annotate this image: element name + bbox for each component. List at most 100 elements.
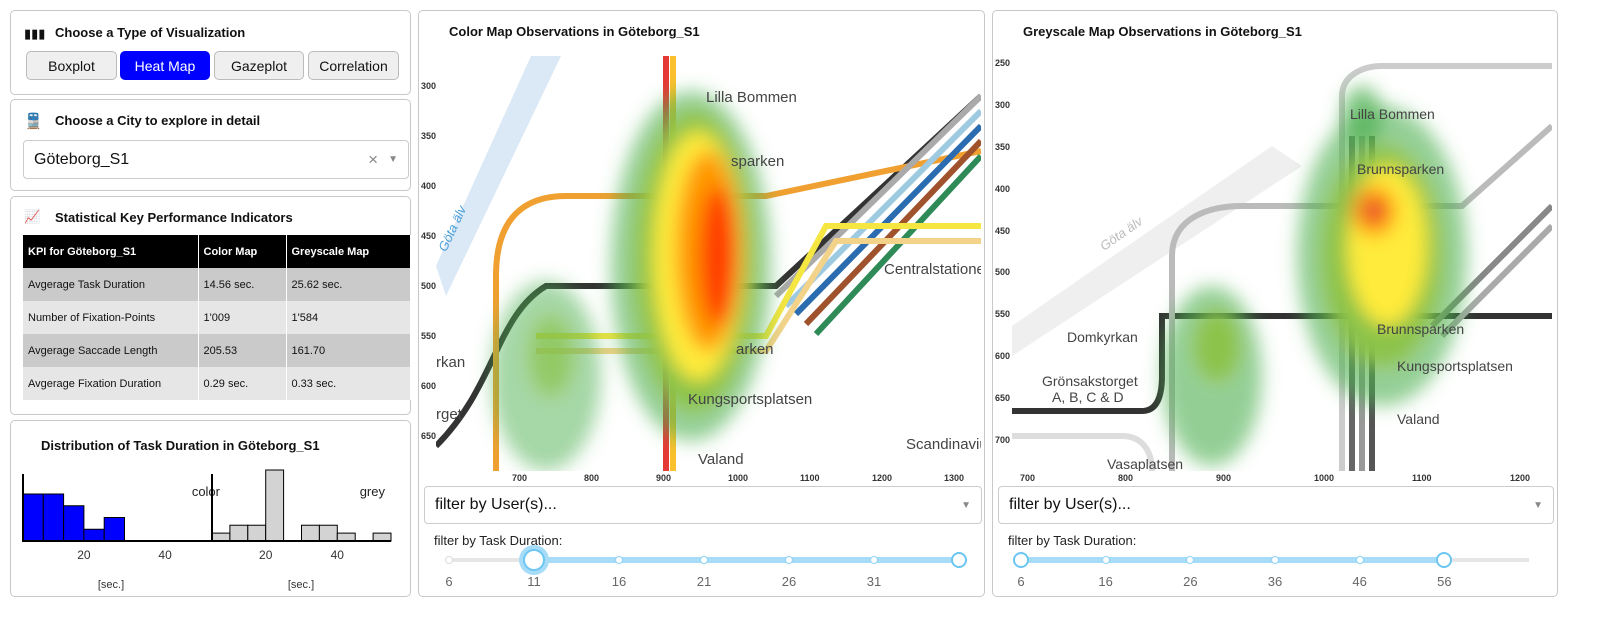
slider-min-handle[interactable] (1013, 552, 1029, 568)
slider-tick-label: 31 (866, 574, 882, 589)
slider-tick-label: 6 (1017, 574, 1025, 589)
y-tick-label: 600 (995, 351, 1011, 362)
slider-tick-label: 56 (1437, 574, 1452, 589)
slider-fill (1021, 557, 1445, 563)
chevron-down-icon[interactable]: ▼ (388, 154, 398, 165)
slider-label: filter by Task Duration: (434, 533, 563, 548)
map-label: Brunnsparken (1357, 161, 1445, 177)
x-tick-label: 1200 (1510, 473, 1531, 483)
city-title: Choose a City to explore in detail (55, 113, 261, 128)
slider-track[interactable] (1021, 558, 1529, 562)
map-label: Centralstationen (884, 261, 981, 278)
x-tick-label: 1100 (1412, 473, 1432, 483)
slider-tick-dot (1101, 556, 1110, 564)
grey-user-filter[interactable]: filter by User(s)... ▼ (998, 486, 1554, 524)
y-tick-label: 650 (421, 431, 437, 441)
histogram-bar (247, 524, 267, 542)
train-icon: 🚆 (24, 113, 43, 130)
y-tick-label: 500 (995, 267, 1011, 278)
slider-tick-dot (1017, 556, 1025, 564)
heat-map-button[interactable]: Heat Map (120, 51, 210, 80)
user-filter-placeholder: filter by User(s)... (1009, 496, 1131, 513)
color-map-title: Color Map Observations in Göteborg_S1 (449, 24, 700, 39)
histogram-axis (22, 474, 226, 542)
table-row: Avgerage Saccade Length 205.53 161.70 (23, 334, 411, 367)
slider-tick-label: 36 (1267, 574, 1283, 589)
map-label: Lilla Bommen (1350, 106, 1435, 122)
slider-max-handle[interactable] (951, 552, 967, 568)
color-map-image (436, 56, 981, 471)
map-label: sparken (731, 153, 785, 170)
table-row: Avgerage Task Duration 14.56 sec. 25.62 se… (23, 268, 411, 301)
y-tick-label: 350 (995, 141, 1011, 152)
color-heatmap: Lilla Bommen sparken Centralstationen ar… (436, 56, 981, 471)
histogram-bar (103, 517, 125, 542)
map-label: rget (436, 406, 462, 423)
distribution-title: Distribution of Task Duration in Götebor… (41, 438, 320, 453)
slider-fill (534, 557, 959, 563)
x-tick-label: 800 (1118, 473, 1134, 483)
user-filter-placeholder: filter by User(s)... (435, 496, 557, 513)
viz-type-panel: ▮▮▮ Choose a Type of Visualization Boxpl… (10, 10, 411, 95)
kpi-header: Greyscale Map (286, 235, 411, 268)
gazeplot-button[interactable]: Gazeplot (214, 51, 304, 80)
slider-min-handle[interactable] (523, 549, 545, 571)
boxplot-button[interactable]: Boxplot (26, 51, 117, 80)
x-tick-label: 900 (1216, 473, 1232, 483)
y-tick-label: 550 (995, 309, 1011, 320)
slider-track[interactable] (449, 558, 959, 562)
color-map-panel: Color Map Observations in Göteborg_S1 (418, 10, 985, 597)
clear-icon[interactable]: × (368, 149, 378, 169)
chevron-down-icon[interactable]: ▼ (961, 499, 971, 511)
kpi-header: Color Map (198, 235, 287, 268)
kpi-cell: 1'009 (198, 301, 287, 334)
color-user-filter[interactable]: filter by User(s)... ▼ (424, 486, 982, 524)
histogram-bar (63, 505, 85, 542)
y-tick-label: 300 (421, 81, 437, 91)
kpi-cell: 205.53 (198, 334, 287, 367)
histogram-bar (42, 493, 65, 542)
slider-tick-label: 26 (1183, 574, 1198, 589)
slider-tick-dot (700, 556, 708, 564)
kpi-cell: 161.70 (286, 334, 411, 367)
slider-tick-dot (1271, 556, 1279, 564)
kpi-header: KPI for Göteborg_S1 (23, 235, 199, 268)
slider-max-handle[interactable] (1436, 552, 1453, 568)
kpi-cell: Avgerage Task Duration (23, 268, 199, 301)
kpi-cell: 0.29 sec. (198, 367, 287, 400)
map-label: Valand (1397, 411, 1440, 427)
y-tick-label: 350 (421, 131, 437, 141)
viz-type-title: Choose a Type of Visualization (55, 25, 246, 40)
map-label: Kungsportsplatsen (688, 391, 813, 408)
slider-tick-dot (1186, 556, 1195, 564)
kpi-title: Statistical Key Performance Indicators (55, 210, 293, 225)
histogram-bar (265, 469, 285, 542)
histogram-bar (318, 524, 338, 542)
slider-tick-dot (1355, 556, 1364, 564)
correlation-button[interactable]: Correlation (308, 51, 399, 80)
map-label: Scandinaviu (906, 436, 981, 453)
city-select[interactable]: Göteborg_S1 × ▼ (23, 140, 409, 179)
x-tick-label: 800 (584, 473, 600, 483)
histogram-bar (336, 532, 356, 542)
map-label: Kungsportsplatsen (1397, 358, 1513, 374)
kpi-cell: 25.62 sec. (286, 268, 411, 301)
kpi-cell: 1'584 (286, 301, 411, 334)
histograms: 20 40 color [sec.] 20 40 grey [sec.] (22, 469, 392, 591)
map-label: Vasaplatsen (1107, 456, 1184, 471)
map-label: A, B, C & D (1052, 389, 1124, 405)
x-axis-label: [sec.] (288, 579, 314, 591)
table-row: Avgerage Fixation Duration 0.29 sec. 0.33 … (23, 367, 411, 400)
x-tick-label: 40 (158, 548, 172, 562)
x-tick-label: 700 (1020, 473, 1036, 483)
y-tick-label: 400 (995, 183, 1011, 194)
kpi-cell: Avgerage Fixation Duration (23, 367, 199, 400)
x-tick-label: 1300 (944, 473, 965, 483)
slider-tick-label: 16 (611, 574, 627, 589)
x-tick-label: 1000 (728, 473, 749, 483)
chevron-down-icon[interactable]: ▼ (1533, 499, 1543, 511)
map-label: Valand (698, 451, 744, 468)
slider-tick-dot (530, 556, 538, 564)
y-tick-label: 450 (421, 231, 437, 241)
slider-tick-dot (1440, 556, 1449, 564)
